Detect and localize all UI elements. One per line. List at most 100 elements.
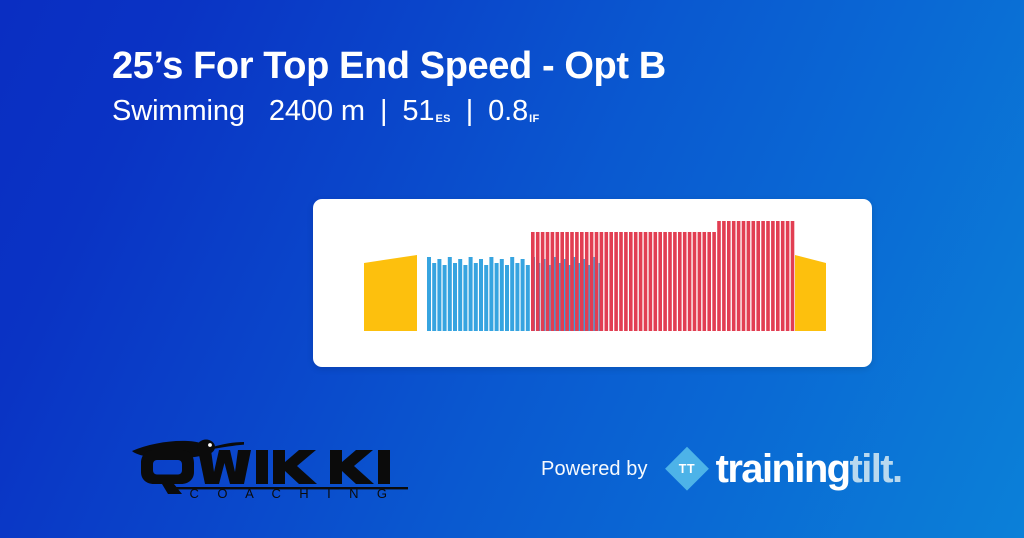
chart-bar-blue-intervals-7 — [463, 265, 468, 331]
page-title: 25’s For Top End Speed - Opt B — [112, 45, 666, 87]
chart-bar-red-intervals-39 — [722, 221, 726, 331]
chart-bar-blue-intervals-18 — [520, 259, 525, 331]
chart-bar-red-intervals-44 — [746, 221, 751, 331]
chart-bar-red-intervals-40 — [727, 221, 731, 331]
chart-bar-red-intervals-37 — [712, 232, 716, 331]
wordmark-tilt: tilt — [849, 447, 894, 491]
powered-by-block: Powered by TT trainingtilt. — [541, 446, 903, 491]
chart-bar-blue-intervals-13 — [494, 263, 499, 331]
chart-bar-red-intervals-14 — [599, 232, 604, 331]
chart-bar-blue-intervals-27 — [567, 265, 572, 331]
chart-bar-red-intervals-26 — [658, 232, 662, 331]
chart-block-cool-down — [795, 255, 826, 331]
chart-bar-blue-intervals-15 — [505, 265, 509, 331]
chart-bar-red-intervals-3 — [545, 232, 550, 331]
qwik-kiwi-coaching-logo: C O A C H I N G — [132, 439, 408, 498]
metric-separator-2: | — [465, 94, 474, 127]
chart-bar-blue-intervals-11 — [484, 265, 489, 331]
chart-bar-red-intervals-19 — [624, 232, 628, 331]
chart-bar-blue-intervals-17 — [515, 263, 520, 331]
header: 25’s For Top End Speed - Opt B Swimming … — [112, 45, 932, 128]
chart-bar-blue-intervals-5 — [453, 263, 457, 331]
chart-bar-red-intervals-36 — [707, 232, 711, 331]
chart-bar-red-intervals-10 — [580, 232, 584, 331]
chart-bar-blue-intervals-16 — [510, 257, 515, 331]
chart-bar-blue-intervals-29 — [577, 263, 582, 331]
chart-bar-blue-intervals-3 — [442, 265, 447, 331]
chart-bar-red-intervals-41 — [731, 221, 736, 331]
chart-bar-red-intervals-7 — [565, 232, 569, 331]
workout-chart-card — [313, 199, 872, 367]
chart-bar-red-intervals-0 — [531, 232, 535, 331]
chart-bar-red-intervals-4 — [550, 232, 555, 331]
chart-bar-red-intervals-1 — [535, 232, 540, 331]
chart-bar-red-intervals-31 — [682, 232, 687, 331]
chart-bar-red-intervals-50 — [776, 221, 780, 331]
chart-series — [364, 221, 826, 331]
intensity-factor-unit: IF — [529, 112, 540, 125]
chart-bar-blue-intervals-8 — [468, 257, 473, 331]
chart-bar-red-intervals-22 — [638, 232, 643, 331]
chart-bar-blue-intervals-0 — [427, 257, 431, 331]
effort-score-unit: ES — [435, 112, 451, 125]
workout-metrics: Swimming 2400 m | 51ES | 0.8IF — [112, 94, 932, 128]
chart-bar-red-intervals-51 — [780, 221, 785, 331]
chart-bar-red-intervals-21 — [633, 232, 638, 331]
distance-label: 2400 m — [268, 94, 365, 127]
chart-bar-red-intervals-20 — [629, 232, 633, 331]
chart-bar-red-intervals-29 — [673, 232, 677, 331]
chart-bar-red-intervals-33 — [692, 232, 697, 331]
chart-bar-red-intervals-12 — [589, 232, 594, 331]
powered-by-label: Powered by — [541, 457, 648, 480]
qwik-wordmark — [141, 450, 390, 494]
chart-bar-red-intervals-49 — [771, 221, 775, 331]
chart-bar-blue-intervals-14 — [499, 259, 504, 331]
chart-bar-red-intervals-35 — [702, 232, 707, 331]
chart-bar-blue-intervals-26 — [562, 259, 567, 331]
chart-bar-red-intervals-27 — [663, 232, 667, 331]
chart-bar-red-intervals-47 — [761, 221, 765, 331]
chart-bar-red-intervals-5 — [555, 232, 560, 331]
wordmark-training: training — [715, 447, 851, 491]
chart-block-warm-up — [364, 255, 417, 331]
workout-intensity-chart — [364, 221, 826, 331]
chart-bar-red-intervals-32 — [687, 232, 692, 331]
chart-bar-red-intervals-30 — [678, 232, 682, 331]
chart-bar-red-intervals-11 — [584, 232, 589, 331]
chart-bar-red-intervals-46 — [756, 221, 760, 331]
chart-bar-blue-intervals-9 — [473, 263, 478, 331]
chart-bar-red-intervals-2 — [540, 232, 545, 331]
chart-bar-red-intervals-48 — [766, 221, 770, 331]
chart-bar-blue-intervals-2 — [437, 259, 442, 331]
chart-bar-red-intervals-25 — [653, 232, 658, 331]
chart-bar-red-intervals-9 — [575, 232, 579, 331]
logo-divider — [176, 487, 408, 490]
chart-bar-red-intervals-17 — [614, 232, 618, 331]
tt-monogram: TT — [678, 462, 694, 476]
metric-separator-1: | — [379, 94, 388, 127]
chart-bar-blue-intervals-4 — [447, 257, 452, 331]
chart-bar-red-intervals-15 — [604, 232, 609, 331]
chart-bar-red-intervals-24 — [648, 232, 653, 331]
training-tilt-wordmark: trainingtilt. — [715, 447, 903, 491]
chart-bar-red-intervals-18 — [619, 232, 623, 331]
chart-bar-red-intervals-23 — [643, 232, 648, 331]
wordmark-dot: . — [891, 447, 903, 491]
chart-bar-red-intervals-13 — [594, 232, 599, 331]
chart-bar-blue-intervals-1 — [432, 263, 437, 331]
chart-bar-red-intervals-52 — [785, 221, 790, 331]
chart-bar-blue-intervals-19 — [525, 265, 530, 331]
chart-bar-blue-intervals-28 — [572, 257, 577, 331]
chart-bar-red-intervals-53 — [790, 221, 795, 331]
chart-bar-blue-intervals-12 — [489, 257, 494, 331]
sport-label: Swimming — [112, 94, 245, 127]
intensity-factor-value: 0.8 — [488, 94, 529, 127]
chart-bar-red-intervals-34 — [697, 232, 702, 331]
chart-bar-red-intervals-45 — [751, 221, 756, 331]
chart-bar-red-intervals-8 — [570, 232, 574, 331]
chart-bar-red-intervals-42 — [736, 221, 741, 331]
chart-bar-red-intervals-6 — [560, 232, 564, 331]
chart-bar-red-intervals-43 — [741, 221, 746, 331]
chart-bar-blue-intervals-6 — [458, 259, 463, 331]
coaching-subtext: C O A C H I N G — [190, 486, 395, 498]
